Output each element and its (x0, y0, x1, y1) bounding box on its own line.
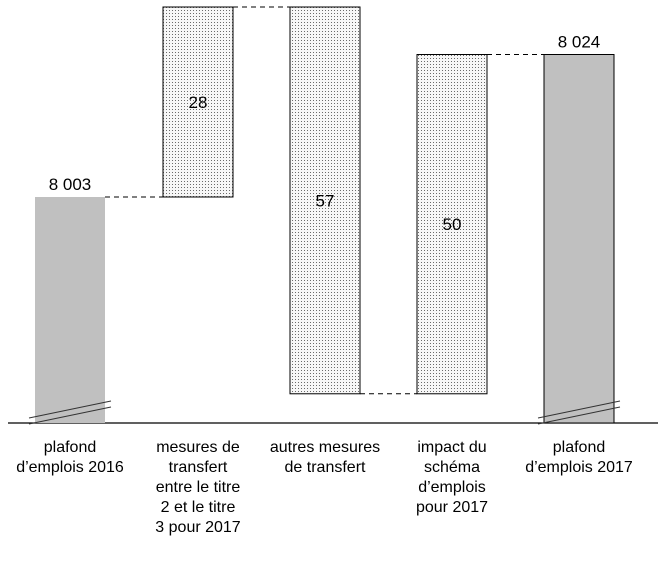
data-label-4: 50 (443, 215, 462, 234)
category-label-3: autres mesures de transfert (270, 439, 380, 476)
category-label-4: impact du schéma d’emplois pour 2017 (416, 439, 488, 516)
data-label-3: 57 (316, 191, 335, 210)
data-label-1: 8 003 (49, 175, 92, 194)
axis-break-mark (537, 406, 621, 425)
bar-1 (35, 197, 105, 423)
bar-3 (289, 6, 361, 395)
axis-break-mark (28, 400, 112, 419)
axis-break-mark (28, 406, 112, 425)
data-label-5: 8 024 (558, 33, 601, 52)
bar-2 (162, 6, 234, 198)
bar-4 (416, 54, 488, 395)
axis-break-mark (537, 400, 621, 419)
category-label-1: plafond d’emplois 2016 (16, 439, 124, 476)
data-label-2: 28 (189, 93, 208, 112)
bar-5 (543, 54, 615, 424)
category-label-2: mesures de transfert entre le titre 2 et le… (155, 439, 241, 536)
category-label-5: plafond d’emplois 2017 (525, 439, 633, 476)
